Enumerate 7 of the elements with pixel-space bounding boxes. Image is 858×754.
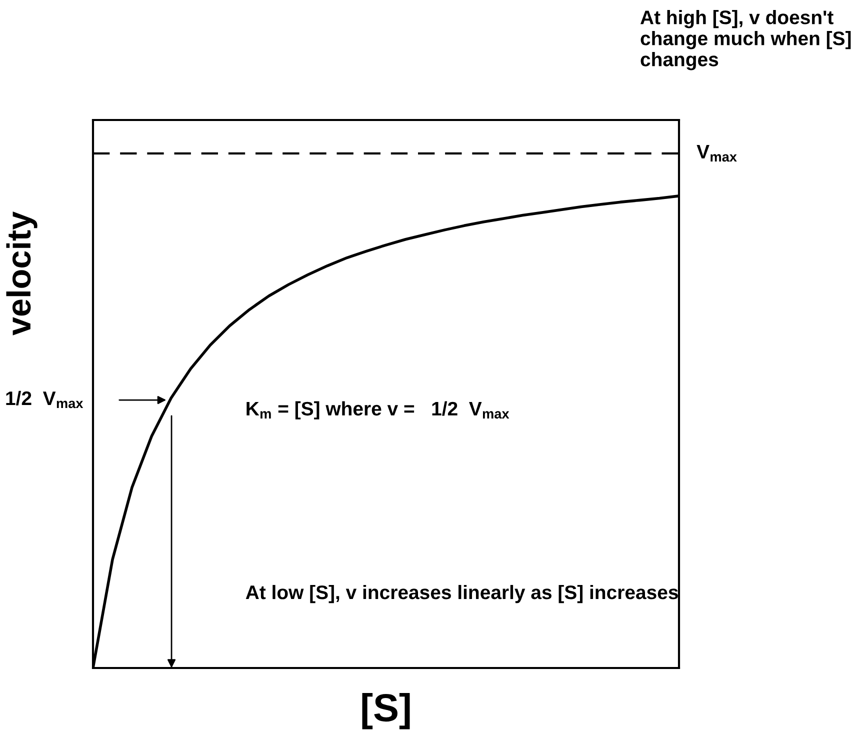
x-axis-title: [S] [362, 693, 410, 730]
ref-line-label: V$_{max}$ [696, 145, 737, 162]
annotation: K$_{m}$ = [S] where v = 1/2 V$_{max}$ [246, 401, 510, 420]
text: At high [S], v doesn't change much when [S] changes [640, 10, 851, 70]
text: 1/2 V$_{max}$ [6, 390, 84, 408]
annotation: At low [S], v increases linearly as [S] increases [246, 584, 678, 604]
y-axis-title: velocity [6, 212, 38, 336]
